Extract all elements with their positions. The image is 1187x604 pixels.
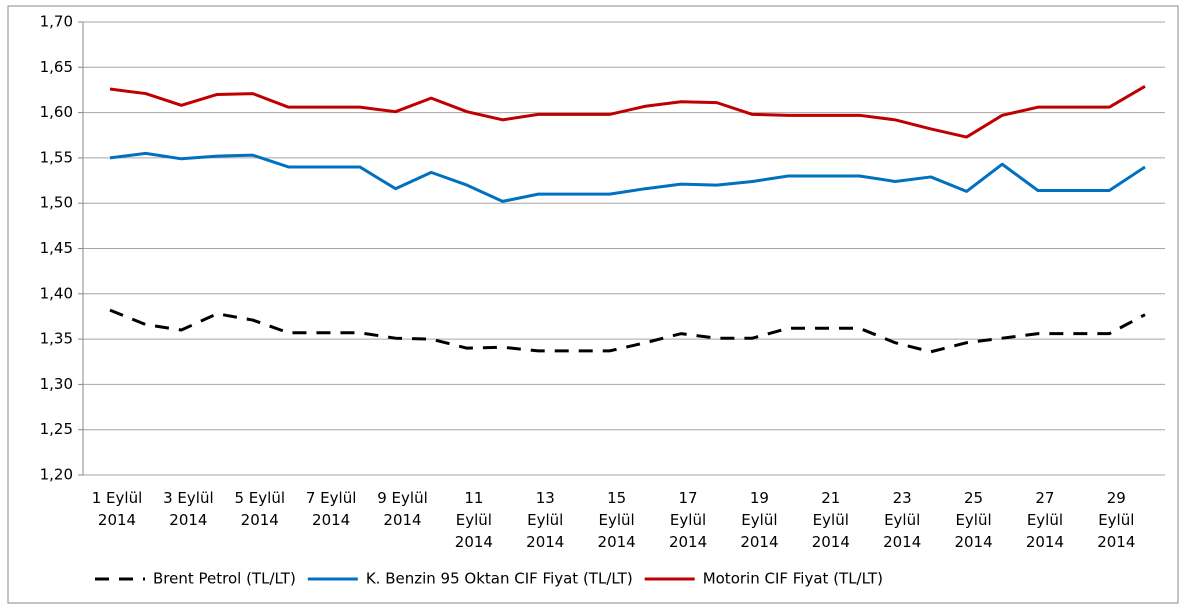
x-tick-label: 3 Eylül 2014 (163, 489, 214, 529)
legend-label: Brent Petrol (TL/LT) (153, 570, 296, 588)
x-tick-label: 27 Eylül 2014 (1025, 489, 1065, 551)
x-tick-label: 13 Eylül 2014 (526, 489, 565, 551)
x-tick-label: 1 Eylül 2014 (91, 489, 143, 529)
x-tick-label: 11 Eylül 2014 (454, 489, 493, 551)
x-tick-label: 21 Eylül 2014 (811, 489, 850, 551)
y-tick-label: 1,35 (40, 330, 73, 348)
y-tick-label: 1,40 (40, 284, 73, 302)
y-tick-label: 1,20 (40, 466, 73, 484)
series-line (109, 151, 1146, 203)
y-tick-label: 1,30 (40, 375, 73, 393)
x-tick-label: 7 Eylül 2014 (305, 489, 357, 529)
x-tick-label: 17 Eylül 2014 (668, 489, 708, 551)
x-tick-label: 23 Eylül 2014 (883, 489, 922, 551)
x-tick-label: 25 Eylül 2014 (954, 489, 993, 551)
legend-label: K. Benzin 95 Oktan CIF Fiyat (TL/LT) (366, 570, 633, 588)
y-tick-label: 1,50 (40, 194, 73, 212)
chart-frame (7, 5, 1179, 604)
y-tick-label: 1,65 (40, 58, 73, 76)
x-tick-label: 15 Eylül 2014 (597, 489, 636, 551)
x-tick-label: 19 Eylül 2014 (740, 489, 779, 551)
series-line (109, 85, 1146, 139)
y-tick-label: 1,55 (40, 148, 73, 166)
legend-label: Motorin CIF Fiyat (TL/LT) (703, 570, 883, 588)
x-tick-label: 9 Eylül 2014 (377, 489, 428, 529)
x-tick-label: 29 Eylül 2014 (1097, 489, 1136, 551)
series-line (109, 308, 1146, 354)
y-tick-label: 1,60 (40, 103, 73, 121)
x-tick-label: 5 Eylül 2014 (234, 489, 285, 529)
y-tick-label: 1,70 (40, 13, 73, 31)
y-tick-label: 1,25 (40, 420, 73, 438)
y-tick-label: 1,45 (40, 239, 73, 257)
